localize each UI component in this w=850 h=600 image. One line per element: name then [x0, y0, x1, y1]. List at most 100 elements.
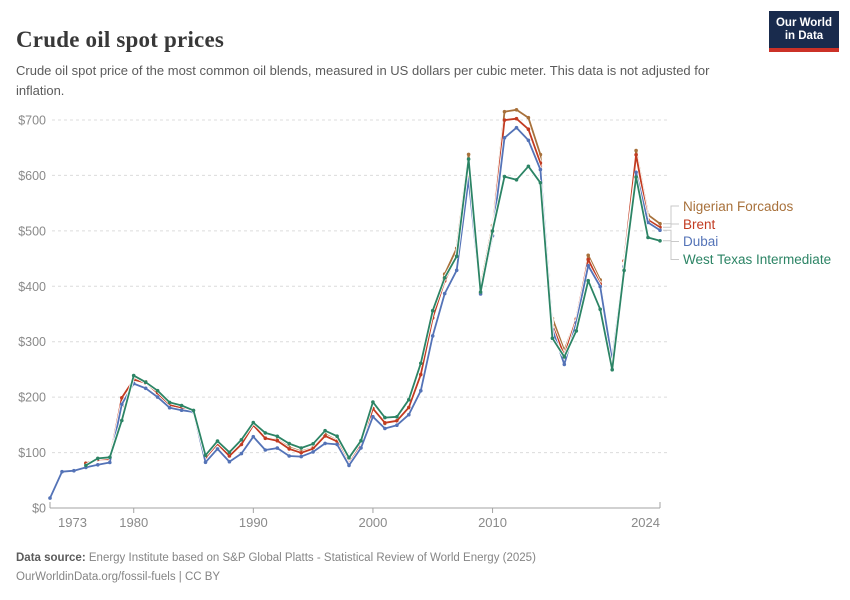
- data-point-marker: [502, 118, 507, 122]
- data-point-marker: [454, 254, 459, 259]
- legend-item-nigerian-forcados[interactable]: Nigerian Forcados: [683, 198, 794, 214]
- data-point-marker: [407, 412, 411, 417]
- x-axis-label-1973: 1973: [58, 515, 87, 530]
- legend-item-brent[interactable]: Brent: [683, 216, 716, 232]
- data-point-marker: [120, 418, 124, 423]
- data-point-marker: [167, 400, 172, 405]
- data-point-marker: [658, 239, 662, 243]
- data-point-marker: [287, 441, 292, 446]
- y-axis-label-500: $500: [18, 224, 46, 238]
- data-point-marker: [359, 446, 363, 450]
- x-axis-label-1980: 1980: [119, 515, 148, 530]
- data-point-marker: [430, 334, 435, 338]
- data-point-marker: [120, 402, 124, 407]
- data-point-marker: [179, 408, 184, 413]
- data-point-marker: [395, 423, 399, 428]
- x-axis-label-2010: 2010: [478, 515, 507, 530]
- data-point-marker: [514, 108, 519, 112]
- data-point-marker: [490, 229, 495, 233]
- data-point-marker: [526, 138, 531, 143]
- legend-item-west-texas-intermediate[interactable]: West Texas Intermediate: [683, 252, 832, 267]
- data-point-marker: [634, 153, 638, 157]
- page-title: Crude oil spot prices: [16, 27, 224, 53]
- series-line-west-texas-intermediate[interactable]: [84, 157, 662, 468]
- legend-item-dubai[interactable]: Dubai: [683, 234, 719, 249]
- data-point-marker: [120, 396, 124, 400]
- data-point-marker: [251, 434, 256, 439]
- data-point-marker: [323, 441, 327, 446]
- x-axis-label-2024: 2024: [631, 515, 660, 530]
- y-axis-label-300: $300: [18, 335, 46, 349]
- data-point-marker: [634, 170, 638, 175]
- data-point-marker: [84, 463, 88, 468]
- data-point-marker: [478, 290, 483, 294]
- data-point-marker: [383, 421, 387, 425]
- data-point-marker: [299, 451, 304, 455]
- legend-connector-west-texas-intermediate: [663, 240, 679, 260]
- data-point-marker: [299, 446, 304, 450]
- data-point-marker: [538, 167, 543, 172]
- data-point-marker: [430, 308, 435, 313]
- data-point-marker: [646, 220, 650, 225]
- series-casing-dubai: [48, 125, 661, 499]
- data-point-marker: [287, 454, 292, 458]
- data-point-marker: [275, 434, 280, 439]
- license-line[interactable]: OurWorldinData.org/fossil-fuels | CC BY: [16, 571, 221, 583]
- data-point-marker: [155, 388, 160, 393]
- data-point-marker: [215, 447, 220, 451]
- data-point-marker: [419, 372, 423, 377]
- owid-logo[interactable]: Our World in Data: [769, 11, 839, 52]
- data-point-marker: [239, 438, 244, 442]
- data-point-marker: [419, 388, 423, 393]
- data-point-marker: [311, 450, 315, 454]
- data-point-marker: [514, 116, 519, 121]
- data-point-marker: [335, 442, 339, 447]
- data-point-marker: [586, 257, 590, 262]
- y-axis-label-400: $400: [18, 280, 46, 294]
- data-point-marker: [634, 175, 638, 179]
- data-point-marker: [466, 152, 471, 157]
- data-point-marker: [383, 426, 387, 431]
- legend-connectors: [663, 205, 679, 260]
- series-line-brent[interactable]: [84, 116, 662, 466]
- data-point-marker: [550, 336, 555, 341]
- data-point-marker: [383, 415, 387, 420]
- y-axis-label-0: $0: [32, 502, 46, 516]
- data-point-marker: [143, 386, 148, 391]
- data-point-marker: [108, 455, 112, 460]
- data-point-marker: [562, 362, 567, 367]
- data-point-marker: [155, 395, 160, 399]
- data-point-marker: [395, 415, 399, 419]
- chart-footer: Data source: Energy Institute based on S…: [16, 549, 536, 587]
- data-source-text: Energy Institute based on S&P Global Pla…: [88, 552, 536, 564]
- data-point-marker: [143, 380, 148, 385]
- data-point-marker: [227, 459, 232, 464]
- series-casing-brent: [85, 116, 661, 466]
- data-point-marker: [526, 127, 531, 131]
- data-point-marker: [263, 431, 268, 435]
- data-point-marker: [419, 361, 423, 366]
- data-point-marker: [72, 468, 76, 473]
- data-point-marker: [311, 442, 315, 446]
- data-point-marker: [263, 448, 268, 452]
- series-line-dubai[interactable]: [48, 125, 662, 500]
- data-point-marker: [442, 276, 447, 280]
- x-axis-label-1990: 1990: [239, 515, 268, 530]
- data-point-marker: [502, 136, 507, 140]
- data-point-marker: [526, 115, 531, 120]
- data-point-marker: [502, 174, 507, 179]
- data-point-marker: [514, 178, 519, 182]
- data-point-marker: [299, 454, 304, 459]
- data-point-marker: [646, 235, 650, 240]
- data-point-marker: [48, 496, 52, 500]
- data-point-marker: [514, 125, 519, 130]
- data-point-marker: [586, 278, 590, 283]
- x-axis-label-2000: 2000: [358, 515, 387, 530]
- data-point-marker: [203, 453, 208, 458]
- data-point-marker: [227, 450, 232, 455]
- series-path-dubai: [49, 126, 661, 499]
- y-axis-label-600: $600: [18, 169, 46, 183]
- data-source-label: Data source:: [16, 552, 86, 564]
- owid-logo-line2: in Data: [784, 30, 824, 42]
